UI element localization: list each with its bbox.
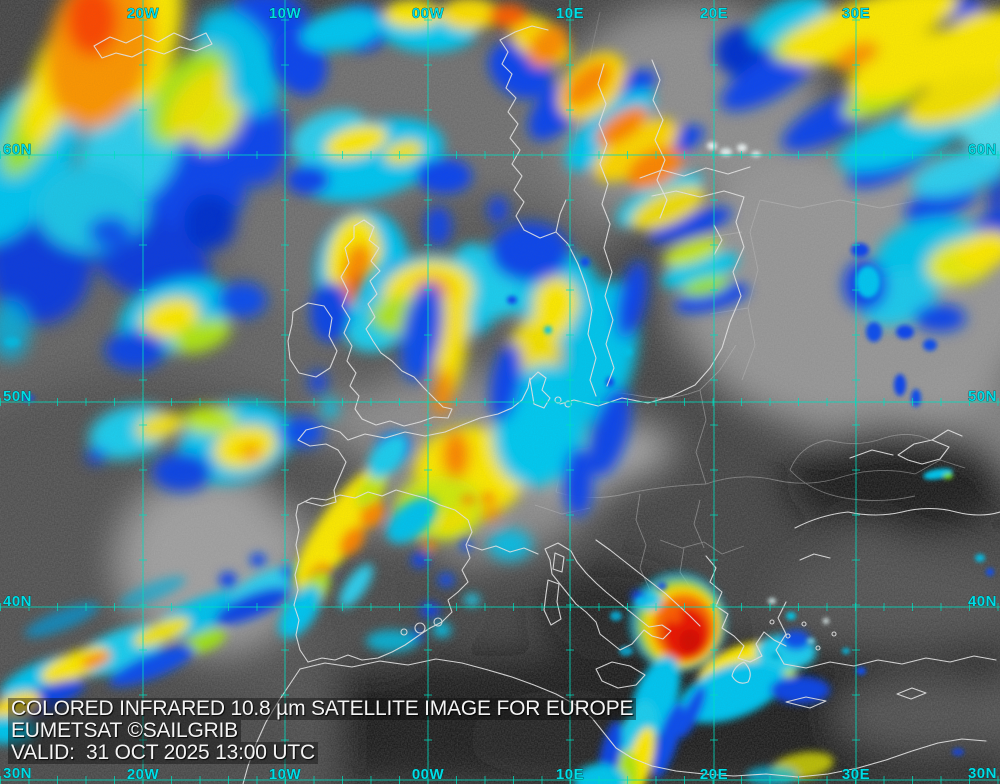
lon-label-bottom: 00W: [412, 766, 445, 783]
lat-label-right: 40N: [968, 593, 997, 610]
lon-label-top: 10E: [556, 5, 584, 22]
lon-label-top: 30E: [842, 5, 870, 22]
caption-title: COLORED INFRARED 10.8 µm SATELLITE IMAGE…: [8, 698, 637, 720]
lon-label-bottom: 10E: [556, 766, 584, 783]
caption-valid-time: VALID: 31 OCT 2025 13:00 UTC: [8, 742, 318, 764]
lon-label-bottom: 30E: [842, 766, 870, 783]
caption-attribution: EUMETSAT ©SAILGRIB: [8, 720, 241, 742]
lat-label-right: 50N: [968, 388, 997, 405]
lon-label-bottom: 10W: [269, 766, 302, 783]
lat-label-left: 60N: [3, 141, 32, 158]
lon-label-top: 20E: [700, 5, 728, 22]
lat-label-left: 40N: [3, 593, 32, 610]
lon-label-top: 10W: [269, 5, 302, 22]
lon-label-top: 20W: [127, 5, 160, 22]
lon-label-bottom: 20W: [127, 766, 160, 783]
lat-label-left: 50N: [3, 388, 32, 405]
lat-label-left: 30N: [3, 765, 32, 782]
lat-label-right: 30N: [968, 765, 997, 782]
graticule-labels: 20W 20W 10W 10W 00W 00W 10E 10E 20E 20E 30E 30E 60N 6…: [3, 5, 997, 784]
lon-label-top: 00W: [412, 5, 445, 22]
lat-label-right: 60N: [968, 141, 997, 158]
lon-label-bottom: 20E: [700, 766, 728, 783]
caption: COLORED INFRARED 10.8 µm SATELLITE IMAGE…: [8, 698, 637, 764]
